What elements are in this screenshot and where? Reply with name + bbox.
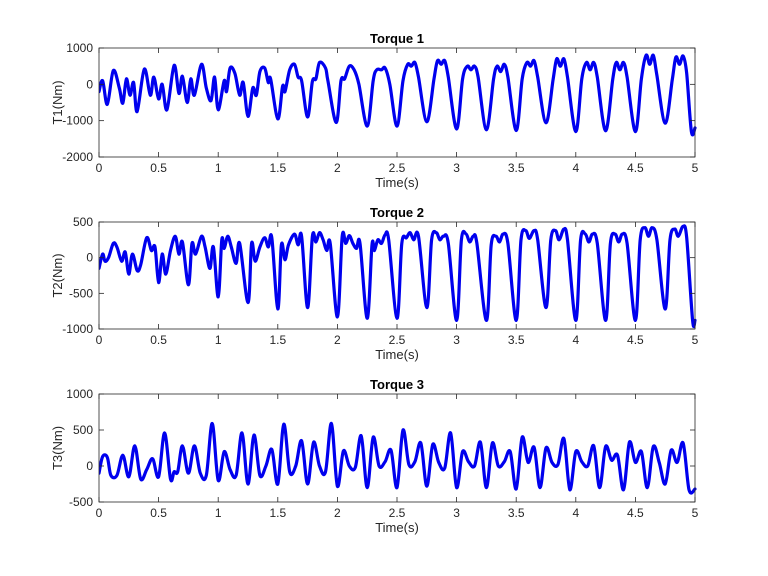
y-tick-label: 500 [73, 423, 93, 437]
x-tick-label: 0 [96, 333, 103, 347]
x-tick-label: 5 [692, 506, 699, 520]
x-tick-label: 3.5 [508, 506, 525, 520]
x-tick-label: 3 [453, 161, 460, 175]
x-axis-label: Time(s) [375, 175, 419, 190]
torque-line [99, 421, 697, 495]
y-tick-label: 500 [73, 215, 93, 229]
x-tick-label: 2 [334, 506, 341, 520]
subplot-title: Torque 1 [370, 31, 424, 46]
x-tick-label: 0 [96, 506, 103, 520]
x-tick-label: 5 [692, 161, 699, 175]
x-axis-label: Time(s) [375, 347, 419, 362]
x-tick-label: 4.5 [627, 506, 644, 520]
y-axis-label: T3(Nm) [50, 426, 65, 470]
y-tick-label: 0 [86, 77, 93, 91]
x-tick-label: 3 [453, 506, 460, 520]
subplot-1: 0 0.5 1 1.5 2 2.5 3 3.5 4 4.5 5 1000 0 -1000 -2000 Torq… [50, 31, 699, 190]
x-tick-label: 3.5 [508, 161, 525, 175]
y-tick-label: -1000 [62, 322, 93, 336]
y-tick-label: -1000 [62, 114, 93, 128]
y-tick-label: 0 [86, 459, 93, 473]
subplot-2: 0 0.5 1 1.5 2 2.5 3 3.5 4 4.5 5 500 0 -500 -1000 Torque… [50, 205, 699, 362]
y-axis-label: T1(Nm) [50, 80, 65, 124]
x-tick-label: 1.5 [269, 333, 286, 347]
x-tick-label: 0 [96, 161, 103, 175]
x-tick-label: 0.5 [150, 333, 167, 347]
x-axis-label: Time(s) [375, 520, 419, 535]
x-tick-label: 4.5 [627, 161, 644, 175]
y-tick-label: 1000 [66, 387, 93, 401]
x-tick-label: 4 [572, 161, 579, 175]
x-tick-label: 2 [334, 333, 341, 347]
subplot-title: Torque 2 [370, 205, 424, 220]
subplot-3: 0 0.5 1 1.5 2 2.5 3 3.5 4 4.5 510005000-500Torque … [50, 377, 699, 535]
y-tick-label: -2000 [62, 150, 93, 164]
torque-line [99, 224, 697, 329]
y-axis-label: T2(Nm) [50, 253, 65, 297]
x-tick-label: 2.5 [389, 161, 406, 175]
x-tick-label: 0.5 [150, 161, 167, 175]
y-tick-label: -500 [69, 495, 93, 509]
y-tick-label: 1000 [66, 41, 93, 55]
x-tick-label: 1 [215, 333, 222, 347]
x-tick-label: 1 [215, 506, 222, 520]
x-tick-label: 0.5 [150, 506, 167, 520]
y-tick-label: -500 [69, 286, 93, 300]
x-tick-label: 3 [453, 333, 460, 347]
x-tick-label: 4 [572, 506, 579, 520]
x-tick-label: 1.5 [269, 506, 286, 520]
x-tick-label: 5 [692, 333, 699, 347]
x-tick-label: 2.5 [389, 333, 406, 347]
x-tick-label: 2 [334, 161, 341, 175]
x-tick-label: 3.5 [508, 333, 525, 347]
x-tick-label: 1 [215, 161, 222, 175]
x-tick-label: 4.5 [627, 333, 644, 347]
y-tick-label: 0 [86, 251, 93, 265]
subplot-title: Torque 3 [370, 377, 424, 392]
x-tick-label: 1.5 [269, 161, 286, 175]
x-tick-label: 4 [572, 333, 579, 347]
torque-line [99, 53, 697, 137]
x-tick-label: 2.5 [389, 506, 406, 520]
